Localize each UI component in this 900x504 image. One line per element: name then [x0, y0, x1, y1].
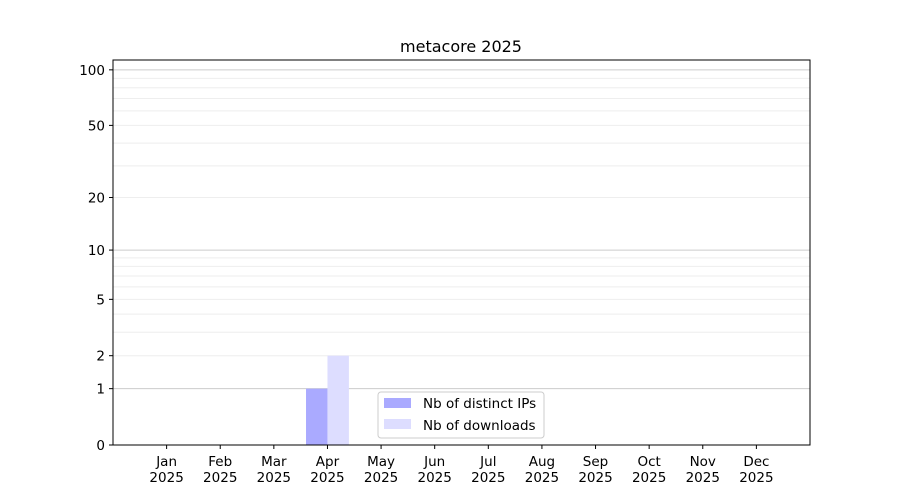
legend-swatch-downloads: [384, 419, 411, 429]
bars: [306, 355, 349, 445]
x-tick-label: Apr: [316, 454, 340, 470]
x-tick-label: Jan: [155, 454, 177, 470]
x-tick-label: Sep: [583, 454, 608, 470]
y-axis: 0 1 2 5 10 20 50 100: [79, 63, 113, 454]
x-tick-label: 2025: [257, 470, 291, 486]
y-tick-label: 5: [96, 292, 105, 308]
grid: [113, 69, 810, 446]
bar-downloads: [327, 355, 349, 445]
legend: Nb of distinct IPs Nb of downloads: [377, 391, 545, 439]
x-tick-label: 2025: [578, 470, 612, 486]
x-tick-label: Oct: [637, 454, 660, 470]
x-tick-label: Aug: [529, 454, 555, 470]
x-tick-label: Nov: [690, 454, 716, 470]
x-tick-label: 2025: [471, 470, 505, 486]
legend-label-downloads: Nb of downloads: [423, 418, 536, 434]
y-tick-label: 0: [96, 438, 105, 454]
x-tick-label: 2025: [525, 470, 559, 486]
x-tick-label: Jul: [479, 454, 496, 470]
y-tick-label: 10: [88, 243, 105, 259]
x-tick-label: Mar: [261, 454, 287, 470]
y-tick-label: 50: [88, 118, 105, 134]
x-tick-label: May: [367, 454, 395, 470]
y-tick-label: 1: [96, 382, 105, 398]
y-tick-label: 100: [79, 63, 105, 79]
x-tick-label: 2025: [686, 470, 720, 486]
x-tick-label: 2025: [632, 470, 666, 486]
plot-frame: [112, 59, 811, 446]
x-tick-label: Feb: [208, 454, 232, 470]
x-axis: Jan2025Feb2025Mar2025Apr2025May2025Jun20…: [149, 445, 774, 486]
y-tick-label: 2: [96, 349, 105, 365]
legend-swatch-ips: [384, 398, 411, 408]
x-tick-label: 2025: [364, 470, 398, 486]
y-tick-label: 20: [88, 191, 105, 207]
x-tick-label: Dec: [743, 454, 769, 470]
chart-title: metacore 2025: [400, 37, 522, 56]
legend-frame: [377, 391, 545, 439]
legend-label-ips: Nb of distinct IPs: [423, 396, 536, 412]
x-tick-label: 2025: [739, 470, 773, 486]
x-tick-label: 2025: [418, 470, 452, 486]
bar-distinct-ips: [306, 388, 328, 445]
x-tick-label: Jun: [423, 454, 445, 470]
x-tick-label: 2025: [310, 470, 344, 486]
x-tick-label: 2025: [203, 470, 237, 486]
x-tick-label: 2025: [149, 470, 183, 486]
